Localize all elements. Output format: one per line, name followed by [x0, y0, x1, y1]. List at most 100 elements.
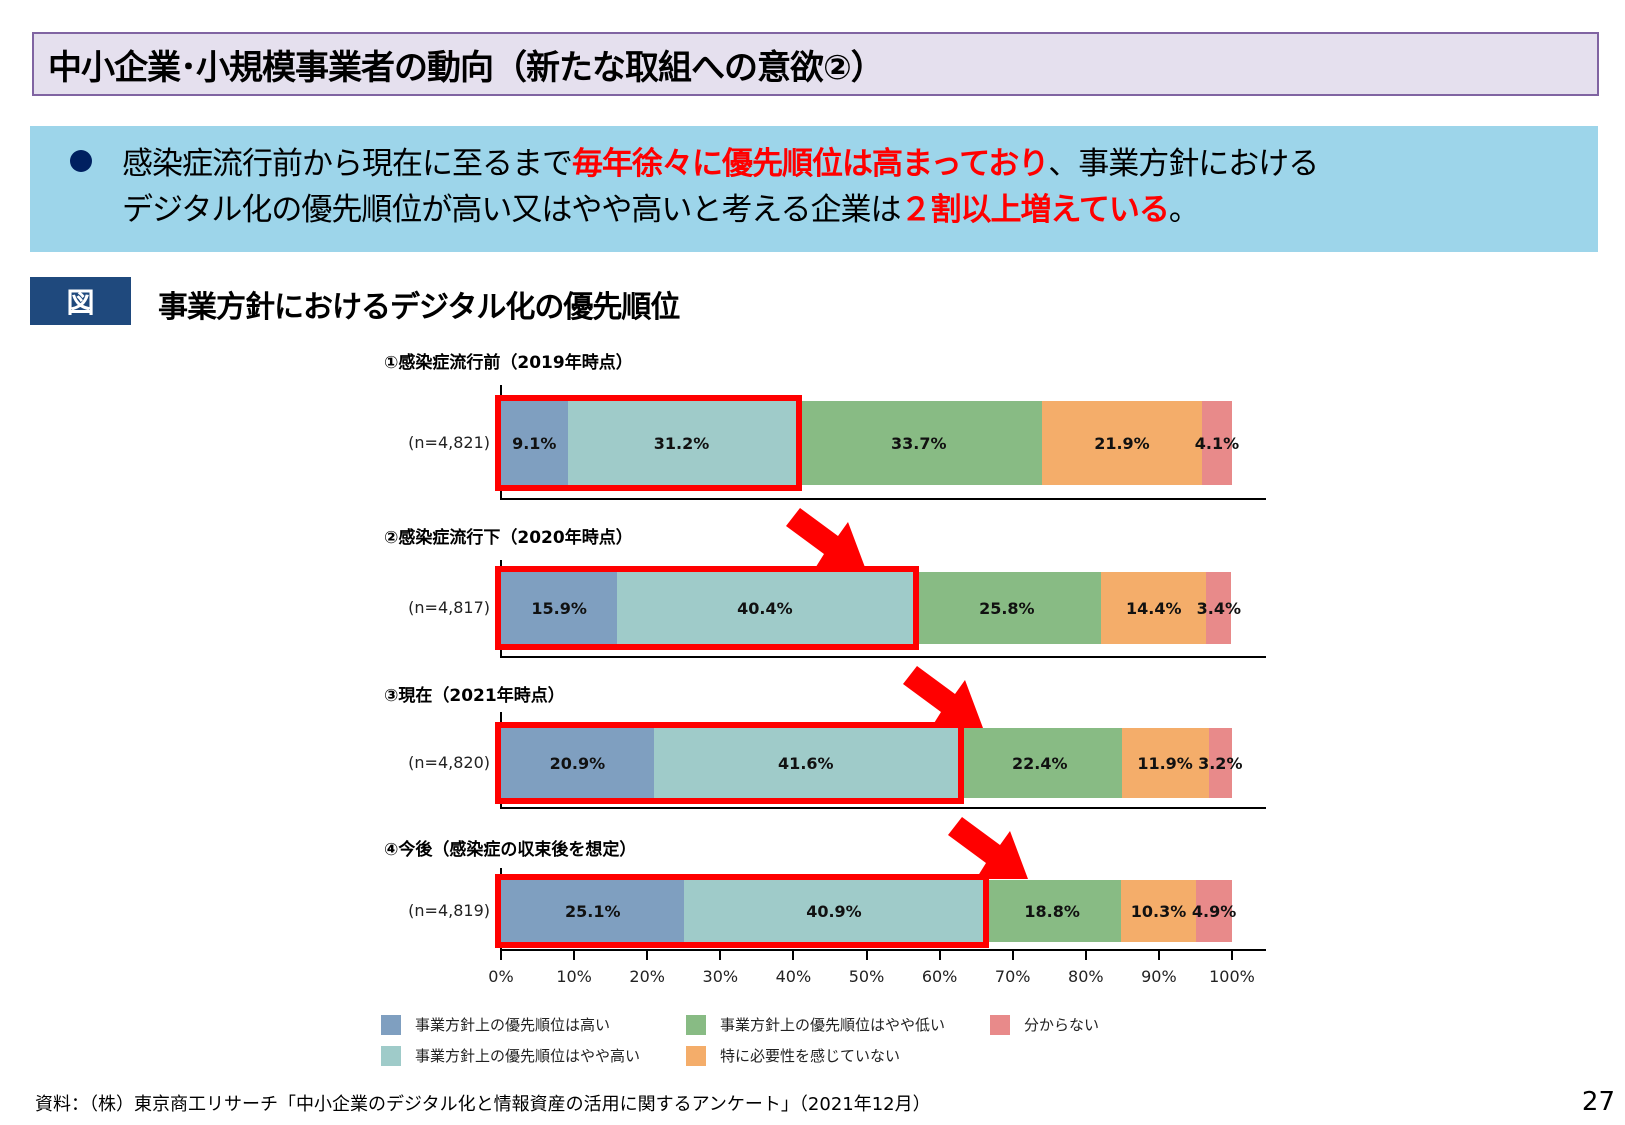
- panel-title: ②感染症流行下（2020年時点）: [384, 528, 633, 548]
- data-label: 25.1%: [564, 901, 621, 921]
- panel-title: ③現在（2021年時点）: [384, 686, 565, 706]
- legend-swatch: [686, 1014, 706, 1035]
- bar-segment: 41.6%: [653, 728, 958, 798]
- data-label: 3.2%: [1198, 753, 1243, 773]
- x-tick-label: 80%: [1068, 967, 1104, 986]
- data-label: 21.9%: [1094, 433, 1150, 453]
- tick-mark: [573, 950, 576, 960]
- bar-segment: 11.9%: [1121, 728, 1209, 798]
- sample-size-label: (n=4,820): [408, 753, 490, 772]
- source-note: 資料：（株）東京商工リサーチ「中小企業のデジタル化と情報資産の活用に関するアンケ…: [35, 1094, 931, 1115]
- bar-segment: 25.1%: [501, 880, 685, 942]
- bar-segment: 25.8%: [912, 572, 1102, 644]
- bullet-icon: [70, 150, 92, 172]
- data-label: 41.6%: [778, 753, 834, 773]
- bar-segment: 3.2%: [1198, 728, 1242, 798]
- data-label: 18.8%: [1024, 901, 1080, 921]
- summary-emphasis: 毎年徐々に優先順位は高まっており: [572, 146, 1049, 182]
- summary-box: 感染症流行前から現在に至るまで毎年徐々に優先順位は高まっており、事業方針における…: [30, 126, 1598, 252]
- x-tick-label: 100%: [1209, 967, 1255, 986]
- bar-segment: 10.3%: [1120, 880, 1197, 942]
- x-axis-line: [500, 807, 1266, 809]
- summary-emphasis: ２割以上増えている: [900, 192, 1169, 228]
- legend-item: 事業方針上の優先順位はやや低い: [686, 1014, 945, 1035]
- legend-swatch: [990, 1014, 1010, 1035]
- stacked-bar: 20.9% 41.6% 22.4% 11.9% 3.2%: [501, 728, 1242, 798]
- bar-segment: 40.9%: [684, 880, 984, 942]
- tick-mark: [1084, 950, 1087, 960]
- trend-arrow-icon: [947, 817, 1038, 887]
- legend-swatch: [686, 1045, 706, 1066]
- x-tick-label: 20%: [629, 967, 665, 986]
- sample-size-label: (n=4,821): [408, 433, 490, 452]
- legend-item: 事業方針上の優先順位は高い: [381, 1014, 610, 1035]
- data-label: 25.8%: [979, 598, 1035, 618]
- tick-mark: [1231, 950, 1233, 960]
- data-label: 14.4%: [1125, 598, 1182, 618]
- data-label: 10.3%: [1130, 901, 1187, 921]
- tick-mark: [792, 950, 795, 960]
- data-label: 3.4%: [1196, 598, 1241, 618]
- legend-item: 特に必要性を感じていない: [686, 1045, 900, 1066]
- bar-segment: 33.7%: [795, 401, 1042, 485]
- tick-mark: [938, 950, 941, 960]
- panel-title: ④今後（感染症の収束後を想定）: [384, 840, 637, 860]
- tick-mark: [646, 950, 649, 960]
- panel-title: ①感染症流行前（2019年時点）: [384, 353, 633, 373]
- legend-label: 事業方針上の優先順位は高い: [415, 1016, 611, 1034]
- bar-segment: 22.4%: [957, 728, 1122, 798]
- x-tick-label: 60%: [921, 967, 958, 986]
- x-tick-label: 90%: [1141, 967, 1177, 986]
- data-label: 4.1%: [1194, 433, 1240, 453]
- data-label: 31.2%: [653, 433, 710, 453]
- legend-label: 事業方針上の優先順位はやや低い: [720, 1016, 946, 1034]
- summary-text: 。: [1168, 192, 1200, 228]
- trend-arrow-icon: [902, 666, 993, 736]
- summary-text: 感染症流行前から現在に至るまで: [122, 146, 573, 182]
- tick-mark: [1157, 950, 1160, 960]
- stacked-bar: 25.1% 40.9% 18.8% 10.3% 4.9%: [501, 880, 1236, 942]
- bar-segment: 4.9%: [1192, 880, 1236, 942]
- bar-segment: 3.4%: [1197, 572, 1241, 644]
- slide-title: 中小企業･小規模事業者の動向（新たな取組への意欲②）: [48, 47, 885, 88]
- x-tick-label: 30%: [702, 967, 739, 986]
- tick-mark: [1011, 950, 1014, 960]
- data-label: 40.4%: [737, 598, 793, 618]
- stacked-bar: 9.1% 31.2% 33.7% 21.9% 4.1%: [501, 401, 1239, 485]
- legend-label: 特に必要性を感じていない: [720, 1047, 901, 1065]
- tick-mark: [865, 950, 868, 960]
- figure-badge: 図: [30, 277, 131, 325]
- bar-segment: 31.2%: [567, 401, 796, 485]
- legend-label: 分からない: [1024, 1016, 1100, 1034]
- data-label: 9.1%: [512, 433, 557, 453]
- sample-size-label: (n=4,817): [408, 598, 490, 617]
- data-label: 15.9%: [531, 598, 587, 618]
- data-label: 11.9%: [1137, 753, 1193, 773]
- legend-swatch: [381, 1045, 401, 1066]
- data-label: 4.9%: [1191, 901, 1237, 921]
- x-axis-line: [500, 949, 1266, 951]
- tick-mark: [500, 950, 502, 960]
- x-tick-label: 70%: [994, 967, 1031, 986]
- legend-item: 事業方針上の優先順位はやや高い: [381, 1045, 640, 1066]
- bar-segment: 21.9%: [1041, 401, 1202, 485]
- bar-segment: 15.9%: [501, 572, 618, 644]
- summary-text: 、事業方針における: [1048, 146, 1319, 182]
- page-number: 27: [1581, 1087, 1615, 1117]
- legend-swatch: [381, 1014, 401, 1035]
- trend-arrow-icon: [785, 508, 876, 578]
- data-label: 20.9%: [549, 753, 606, 773]
- x-tick-label: 0%: [488, 967, 514, 986]
- bar-segment: 18.8%: [983, 880, 1121, 942]
- summary-line-1: 感染症流行前から現在に至るまで毎年徐々に優先順位は高まっており、事業方針における: [122, 138, 1319, 183]
- bar-segment: 40.4%: [617, 572, 913, 644]
- x-axis-ticks: [500, 950, 1266, 960]
- data-label: 40.9%: [806, 901, 862, 921]
- stacked-bar: 15.9% 40.4% 25.8% 14.4% 3.4%: [501, 572, 1241, 644]
- bar-segment: 4.1%: [1195, 401, 1239, 485]
- tick-mark: [719, 950, 722, 960]
- x-axis-line: [500, 656, 1266, 658]
- x-tick-label: 10%: [556, 967, 592, 986]
- slide-title-box: 中小企業･小規模事業者の動向（新たな取組への意欲②）: [32, 32, 1599, 96]
- x-tick-label: 50%: [848, 967, 885, 986]
